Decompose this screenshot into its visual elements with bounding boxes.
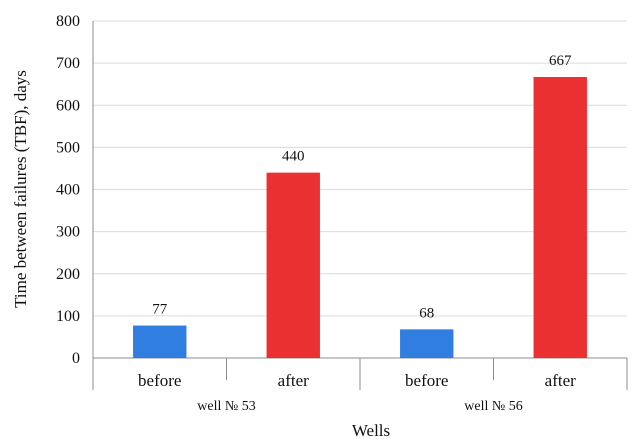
category-label: before: [405, 371, 448, 390]
data-label: 440: [282, 149, 305, 165]
y-tick-label: 100: [56, 308, 80, 325]
x-axis-title: Wells: [352, 421, 390, 439]
group-label: well № 56: [464, 399, 522, 414]
bar-after: [533, 77, 587, 359]
gridlines: [93, 20, 627, 359]
y-tick-labels: 0 100 200 300 400 500 600 700 800: [56, 13, 80, 367]
data-label: 667: [549, 53, 572, 69]
bar-before: [133, 325, 187, 358]
x-axis: before after well № 53 before after well № 56: [92, 21, 628, 414]
data-label: 77: [152, 302, 168, 318]
y-tick-label: 700: [56, 55, 80, 72]
y-tick-label: 200: [56, 266, 80, 283]
data-labels: 77 440 68 667: [152, 53, 572, 321]
bars: [133, 77, 587, 359]
y-tick-label: 800: [56, 13, 80, 30]
data-label: 68: [419, 305, 434, 321]
y-tick-label: 0: [72, 350, 80, 367]
bar-before: [400, 329, 454, 358]
y-tick-label: 500: [56, 139, 80, 156]
y-tick-label: 400: [56, 182, 80, 199]
y-tick-label: 600: [56, 97, 80, 114]
y-tick-label: 300: [56, 224, 80, 241]
category-label: after: [545, 371, 576, 390]
category-label: before: [138, 371, 181, 390]
bar-after: [266, 172, 320, 358]
group-label: well № 53: [197, 399, 255, 414]
y-axis-title: Time between failures (TBF), days: [11, 70, 30, 308]
category-label: after: [278, 371, 309, 390]
